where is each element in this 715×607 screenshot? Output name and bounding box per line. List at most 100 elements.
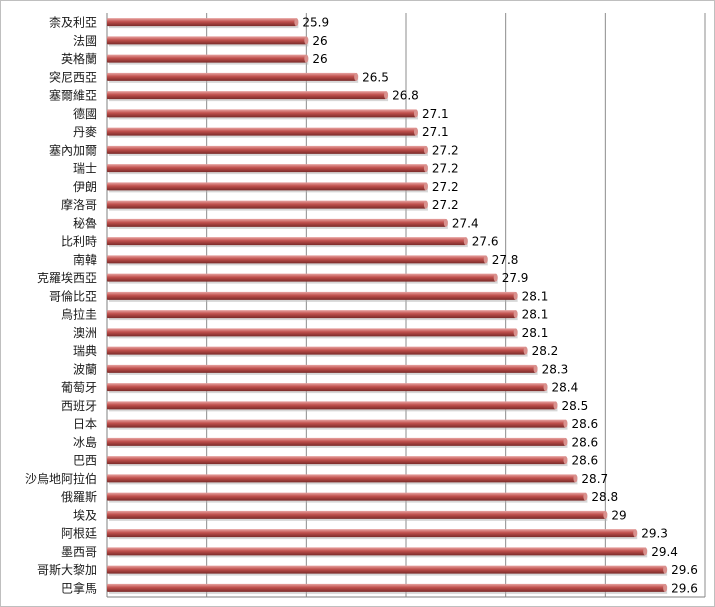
bar-cap <box>563 419 568 428</box>
value-label: 28.8 <box>591 490 618 504</box>
bar <box>107 437 566 446</box>
bar-cap <box>413 127 418 136</box>
category-label: 克羅埃西亞 <box>37 271 97 285</box>
bar-cap <box>304 36 309 45</box>
value-label: 28.6 <box>571 417 598 431</box>
bar-cap <box>663 565 668 574</box>
bar <box>107 255 486 264</box>
category-label: 烏拉圭 <box>61 307 97 322</box>
bar-cap <box>543 383 548 392</box>
category-label: 瑞典 <box>73 344 97 358</box>
value-label: 28.6 <box>571 454 598 468</box>
category-label: 俄羅斯 <box>61 490 97 504</box>
value-label: 27.4 <box>452 216 479 230</box>
bar-cap <box>533 364 538 373</box>
bar-cap <box>523 346 528 355</box>
category-label: 伊朗 <box>73 180 97 194</box>
bar-cap <box>443 218 448 227</box>
value-label: 28.2 <box>532 344 559 358</box>
category-label: 埃及 <box>73 508 97 522</box>
value-label: 27.2 <box>432 198 459 212</box>
category-label: 阿根廷 <box>61 527 97 541</box>
bar <box>107 36 307 45</box>
bar <box>107 218 446 227</box>
bar-cap <box>413 109 418 118</box>
value-label: 29.6 <box>671 581 698 595</box>
bar <box>107 54 307 63</box>
bar <box>107 492 586 501</box>
bar-cap <box>513 291 518 300</box>
category-label: 突尼西亞 <box>49 69 97 84</box>
bar-cap <box>663 583 668 592</box>
bar <box>107 91 387 100</box>
value-label: 29 <box>611 508 626 522</box>
category-label: 法國 <box>73 34 97 48</box>
category-label: 墨西哥 <box>61 545 97 559</box>
category-label: 丹麥 <box>73 125 97 139</box>
value-labels: 25.9262626.526.827.127.127.227.227.227.2… <box>302 16 697 596</box>
category-label: 澳洲 <box>73 326 97 340</box>
category-label: 塞爾維亞 <box>49 88 97 103</box>
bar-cap <box>633 529 638 538</box>
bar <box>107 474 576 483</box>
value-label: 28.6 <box>571 435 598 449</box>
category-label: 英格蘭 <box>61 51 97 66</box>
bar-cap <box>573 474 578 483</box>
bar-cap <box>513 328 518 337</box>
bar-cap <box>423 182 428 191</box>
category-label: 塞內加爾 <box>49 142 97 157</box>
bar-cap <box>603 510 608 519</box>
bar <box>107 273 496 282</box>
bar-cap <box>423 164 428 173</box>
bar <box>107 237 466 246</box>
category-label: 秘魯 <box>73 216 97 230</box>
bar-cap <box>304 54 309 63</box>
category-label: 南韓 <box>73 252 97 267</box>
category-label: 瑞士 <box>73 162 97 176</box>
value-label: 28.7 <box>581 472 608 486</box>
category-label: 日本 <box>73 417 97 431</box>
bar <box>107 127 416 136</box>
bar <box>107 529 636 538</box>
category-label: 巴西 <box>73 454 97 468</box>
category-label: 比利時 <box>61 235 97 249</box>
value-label: 28.1 <box>522 308 549 322</box>
bar-cap <box>463 237 468 246</box>
bar-cap <box>643 547 648 556</box>
bars <box>107 18 668 594</box>
bar <box>107 310 516 319</box>
category-label: 哥斯大黎加 <box>37 563 97 577</box>
bar-cap <box>563 456 568 465</box>
bar <box>107 109 416 118</box>
value-label: 27.1 <box>422 107 449 121</box>
bar-cap <box>583 492 588 501</box>
value-label: 29.4 <box>651 545 678 559</box>
value-label: 26 <box>312 34 327 48</box>
category-label: 哥倫比亞 <box>49 289 97 303</box>
category-label: 葡萄牙 <box>61 381 97 395</box>
value-label: 28.1 <box>522 326 549 340</box>
value-label: 26.5 <box>362 70 389 84</box>
value-label: 29.3 <box>641 527 668 541</box>
value-label: 28.3 <box>542 362 569 376</box>
bar-cap <box>423 145 428 154</box>
bar <box>107 328 516 337</box>
bar <box>107 182 426 191</box>
bar-cap <box>384 91 389 100</box>
bar <box>107 72 357 81</box>
bar-cap <box>423 200 428 209</box>
category-label: 波蘭 <box>73 362 97 376</box>
value-label: 27.8 <box>492 253 519 267</box>
value-label: 27.9 <box>502 271 529 285</box>
bar <box>107 145 426 154</box>
value-label: 27.6 <box>472 235 499 249</box>
value-label: 25.9 <box>302 16 329 30</box>
bar <box>107 364 536 373</box>
bar <box>107 401 556 410</box>
bar <box>107 547 646 556</box>
bar <box>107 291 516 300</box>
value-label: 27.2 <box>432 162 459 176</box>
bar-cap <box>493 273 498 282</box>
category-label: 冰島 <box>73 434 97 449</box>
